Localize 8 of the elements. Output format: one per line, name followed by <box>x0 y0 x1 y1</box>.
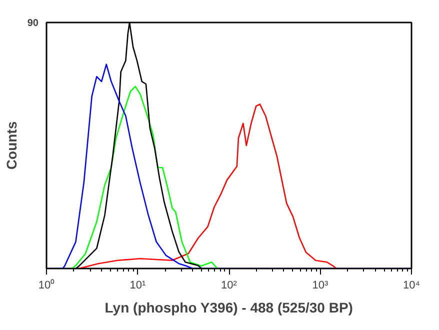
text: 90 <box>27 18 39 29</box>
x-tick-label: 10² <box>221 280 238 292</box>
x-tick-label: 10³ <box>312 280 329 292</box>
y-axis-title: Counts <box>3 121 20 170</box>
x-axis-title: Lyn (phospho Y396) - 488 (525/30 BP) <box>104 300 353 316</box>
x-tick-label: 10¹ <box>130 280 146 292</box>
x-tick-label: 10⁰ <box>38 278 55 292</box>
x-tick-label: 10⁴ <box>403 280 420 292</box>
